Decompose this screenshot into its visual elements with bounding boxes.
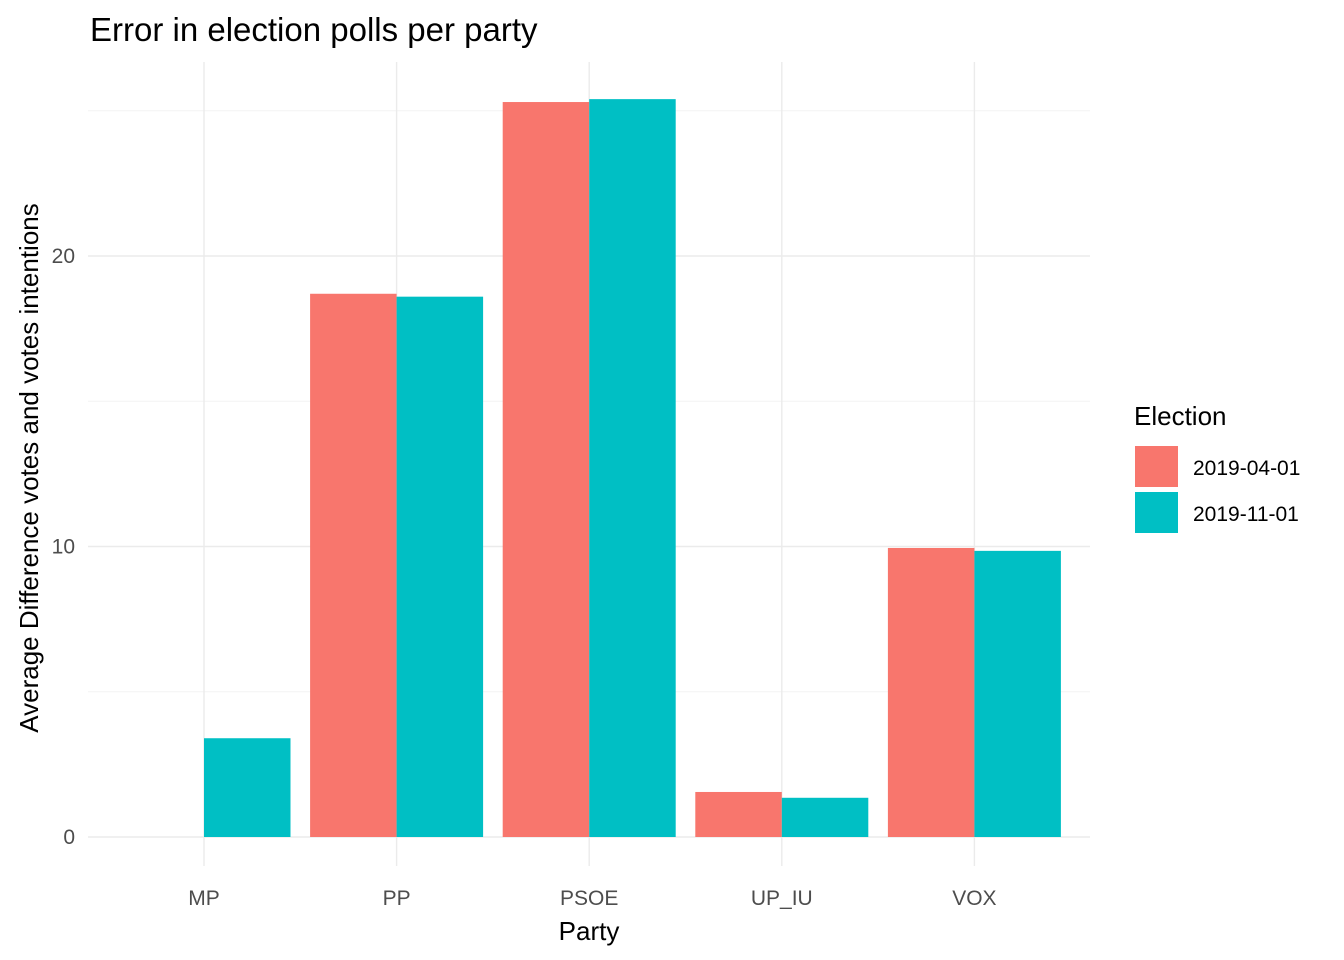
legend-swatch (1135, 446, 1178, 487)
y-tick-labels: 0 10 20 (52, 245, 75, 849)
chart-title: Error in election polls per party (90, 11, 538, 48)
legend: Election 2019-04-01 2019-11-01 (1134, 401, 1300, 533)
bar-mp-2019-11-01 (204, 738, 291, 837)
bar-pp-2019-04-01 (310, 293, 397, 837)
bar-up_iu-2019-11-01 (781, 797, 869, 837)
y-tick-label: 0 (63, 826, 75, 849)
bar-vox-2019-11-01 (974, 550, 1061, 837)
x-tick-labels: MP PP PSOE UP_IU VOX (188, 887, 996, 910)
y-tick-label: 20 (52, 245, 75, 268)
y-axis-title: Average Difference votes and votes inten… (14, 203, 44, 732)
bar-up_iu-2019-04-01 (695, 791, 782, 837)
bar-pp-2019-11-01 (396, 296, 484, 837)
legend-label: 2019-11-01 (1193, 503, 1299, 526)
bar-vox-2019-04-01 (887, 547, 975, 837)
bars (204, 99, 1061, 837)
x-tick-label: VOX (952, 887, 996, 910)
legend-label: 2019-04-01 (1193, 457, 1300, 480)
bar-psoe-2019-04-01 (502, 102, 590, 837)
bar-psoe-2019-11-01 (589, 99, 676, 837)
x-tick-label: MP (188, 887, 220, 910)
x-tick-label: PP (383, 887, 411, 910)
legend-title: Election (1134, 401, 1227, 431)
x-axis-title: Party (559, 916, 620, 946)
y-tick-label: 10 (52, 536, 75, 559)
legend-swatch (1135, 492, 1178, 533)
x-tick-label: PSOE (560, 887, 618, 910)
x-tick-label: UP_IU (751, 887, 813, 910)
